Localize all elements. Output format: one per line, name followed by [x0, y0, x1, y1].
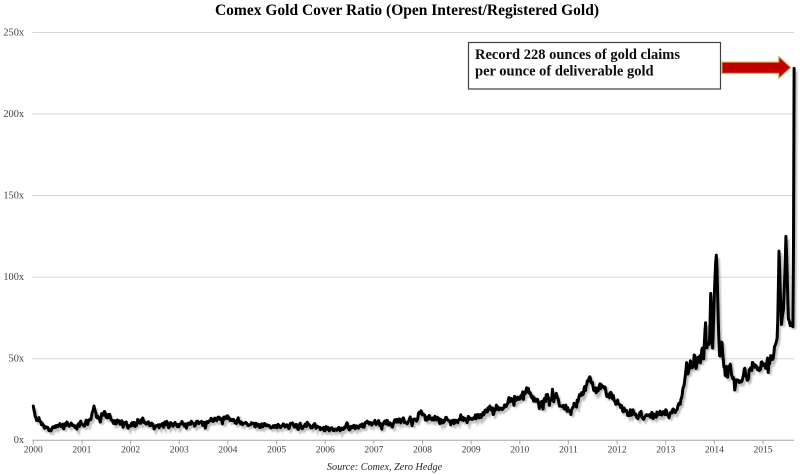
svg-text:2000: 2000 — [24, 446, 43, 456]
svg-text:200x: 200x — [3, 109, 24, 120]
svg-text:Comex Gold Cover Ratio (Open I: Comex Gold Cover Ratio (Open Interest/Re… — [215, 2, 599, 19]
svg-text:2014: 2014 — [705, 446, 724, 456]
svg-text:2004: 2004 — [218, 446, 237, 456]
svg-text:2001: 2001 — [72, 446, 91, 456]
svg-text:100x: 100x — [3, 272, 24, 283]
svg-text:2007: 2007 — [364, 446, 383, 456]
svg-text:2003: 2003 — [170, 446, 189, 456]
svg-text:0x: 0x — [14, 435, 25, 446]
svg-text:2006: 2006 — [316, 446, 335, 456]
svg-text:Source: Comex, Zero Hedge: Source: Comex, Zero Hedge — [327, 462, 443, 473]
svg-text:2012: 2012 — [608, 446, 627, 456]
svg-text:Record 228 ounces of gold clai: Record 228 ounces of gold claims — [475, 47, 680, 63]
svg-text:2010: 2010 — [510, 446, 529, 456]
svg-text:per ounce of deliverable gold: per ounce of deliverable gold — [475, 64, 654, 80]
svg-text:2011: 2011 — [559, 446, 578, 456]
svg-text:250x: 250x — [3, 28, 24, 39]
svg-text:2013: 2013 — [656, 446, 675, 456]
svg-text:50x: 50x — [9, 354, 25, 365]
svg-text:2015: 2015 — [754, 446, 773, 456]
svg-text:2008: 2008 — [413, 446, 432, 456]
svg-text:2009: 2009 — [462, 446, 481, 456]
svg-text:2005: 2005 — [267, 446, 286, 456]
svg-text:2002: 2002 — [121, 446, 140, 456]
svg-text:150x: 150x — [3, 191, 24, 202]
